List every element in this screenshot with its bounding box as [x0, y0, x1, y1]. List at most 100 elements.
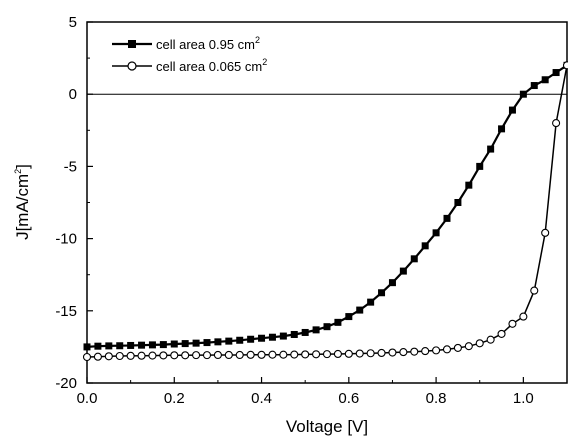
- data-point-series-1: [498, 125, 506, 133]
- data-point-series-2: [268, 350, 277, 359]
- data-point-series-2: [464, 342, 473, 351]
- data-point-series-1: [279, 332, 287, 340]
- x-tick-label: 0.4: [251, 390, 272, 407]
- data-point-series-1: [290, 330, 298, 338]
- data-point-series-1: [487, 145, 495, 153]
- data-point-series-2: [126, 351, 135, 360]
- data-point-series-1: [83, 343, 91, 351]
- data-point-series-2: [137, 351, 146, 360]
- data-point-series-2: [82, 352, 92, 362]
- y-tick-label: 5: [69, 14, 77, 31]
- data-point-series-1: [378, 289, 386, 297]
- data-point-series-2: [301, 350, 310, 359]
- data-point-series-1: [94, 342, 102, 350]
- data-point-series-2: [552, 119, 561, 128]
- data-point-series-1: [421, 242, 429, 250]
- data-point-series-1: [508, 106, 516, 114]
- data-point-series-2: [333, 349, 342, 359]
- legend-label-series-1: cell area 0.95 cm2: [156, 35, 260, 52]
- legend-marker-series-1: [128, 40, 136, 48]
- data-point-series-1: [345, 313, 353, 321]
- legend: cell area 0.95 cm2 cell area 0.065 cm2: [112, 35, 267, 74]
- data-point-series-2: [213, 350, 222, 360]
- y-tick-label: -10: [55, 231, 77, 248]
- data-point-series-2: [290, 350, 299, 359]
- data-point-series-2: [453, 343, 462, 352]
- data-point-series-1: [148, 341, 156, 349]
- data-point-series-2: [399, 348, 408, 357]
- y-tick-label: -5: [64, 158, 77, 175]
- data-point-series-1: [268, 333, 276, 341]
- data-point-series-2: [312, 350, 321, 359]
- data-point-series-2: [279, 350, 288, 359]
- data-point-series-1: [399, 267, 407, 275]
- data-point-series-1: [236, 336, 244, 344]
- x-tick-label: 0.2: [164, 390, 185, 407]
- data-point-series-2: [224, 350, 233, 360]
- data-point-series-2: [322, 350, 332, 359]
- data-point-series-1: [192, 339, 200, 347]
- legend-item-series-1: cell area 0.95 cm2: [112, 35, 260, 52]
- data-point-series-2: [115, 351, 124, 361]
- data-point-series-1: [214, 338, 222, 346]
- data-point-series-1: [443, 214, 451, 222]
- x-tick-label: 0.6: [338, 390, 359, 407]
- data-point-series-1: [410, 255, 418, 263]
- data-point-series-1: [105, 342, 113, 350]
- data-point-series-2: [93, 352, 102, 361]
- series-line-2: [86, 65, 568, 358]
- data-point-series-1: [170, 340, 178, 348]
- data-point-series-1: [432, 229, 440, 237]
- data-point-series-1: [312, 326, 320, 334]
- data-point-series-2: [508, 319, 517, 328]
- data-point-series-2: [246, 350, 255, 359]
- data-point-series-1: [388, 279, 396, 287]
- x-tick-label: 0.8: [426, 390, 447, 407]
- data-point-series-1: [258, 334, 266, 342]
- data-point-series-2: [541, 228, 550, 237]
- x-tick-label: 1.0: [513, 390, 534, 407]
- data-point-series-1: [181, 340, 189, 348]
- data-point-series-1: [334, 318, 342, 326]
- legend-marker-series-2: [127, 61, 137, 71]
- data-point-series-2: [148, 351, 157, 360]
- data-point-series-2: [486, 335, 495, 344]
- data-point-series-1: [203, 339, 211, 347]
- data-point-series-1: [247, 335, 255, 343]
- data-point-series-1: [138, 341, 146, 349]
- data-point-series-2: [519, 312, 528, 321]
- y-tick-label: -20: [55, 375, 77, 392]
- data-point-series-2: [497, 329, 506, 338]
- series-layer: [82, 61, 568, 362]
- data-point-series-2: [344, 349, 353, 358]
- data-point-series-1: [225, 337, 233, 345]
- data-point-series-2: [530, 286, 539, 295]
- data-point-series-2: [475, 339, 484, 348]
- data-point-series-2: [159, 351, 168, 360]
- data-point-series-2: [192, 351, 201, 360]
- legend-item-series-2: cell area 0.065 cm2: [112, 57, 267, 74]
- y-tick-label: -15: [55, 303, 77, 320]
- data-point-series-2: [257, 350, 266, 359]
- y-axis-ticks: 5 0 -5 -10 -15 -20: [55, 14, 93, 392]
- data-point-series-1: [541, 76, 549, 84]
- data-point-series-2: [170, 351, 179, 360]
- x-tick-label: 0.0: [77, 390, 98, 407]
- data-point-series-2: [442, 345, 452, 354]
- data-point-series-2: [235, 350, 244, 360]
- y-axis-title: J[mA/cm2]: [13, 164, 32, 240]
- legend-label-series-2: cell area 0.065 cm2: [156, 57, 267, 74]
- data-point-series-1: [530, 82, 538, 90]
- data-point-series-1: [301, 328, 309, 336]
- data-point-series-1: [323, 323, 331, 331]
- y-tick-label: 0: [69, 86, 77, 103]
- x-axis-ticks: 0.0 0.2 0.4 0.6 0.8 1.0: [77, 377, 568, 407]
- data-point-series-2: [202, 351, 212, 360]
- data-point-series-1: [476, 162, 484, 170]
- data-point-series-2: [104, 352, 113, 361]
- data-point-series-2: [432, 346, 441, 355]
- data-point-series-1: [519, 90, 527, 98]
- data-point-series-2: [410, 347, 419, 356]
- x-axis-title: Voltage [V]: [286, 417, 368, 436]
